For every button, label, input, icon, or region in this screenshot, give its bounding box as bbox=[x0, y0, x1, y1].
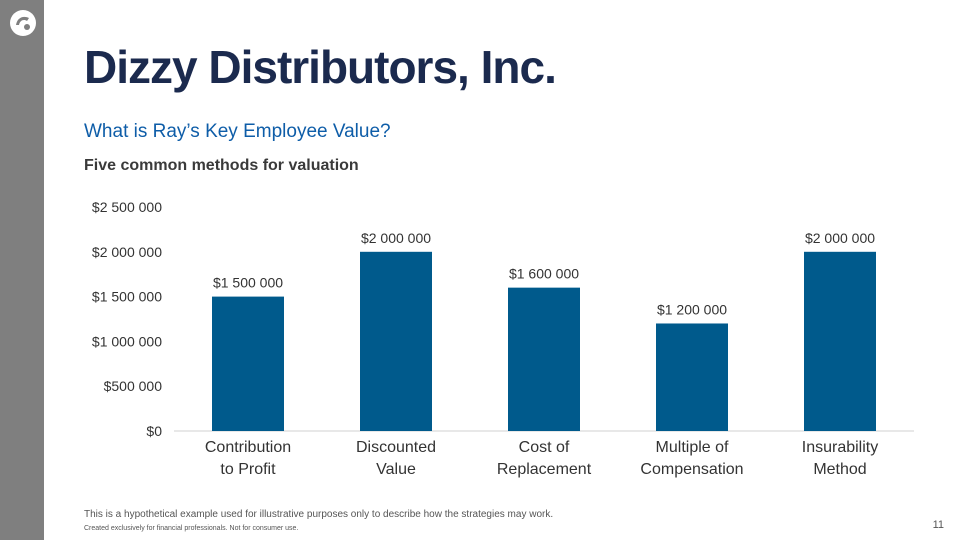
bar bbox=[656, 323, 728, 431]
bar-value-label: $1 600 000 bbox=[509, 266, 579, 282]
bar-value-label: $2 000 000 bbox=[805, 230, 875, 246]
y-tick-label: $2 500 000 bbox=[92, 199, 162, 215]
page-subtitle: What is Ray’s Key Employee Value? bbox=[84, 121, 391, 142]
page-title: Dizzy Distributors, Inc. bbox=[84, 41, 557, 93]
category-label: Cost of bbox=[519, 439, 570, 456]
category-label: to Profit bbox=[220, 461, 276, 478]
y-tick-label: $2 000 000 bbox=[92, 244, 162, 260]
category-label: Contribution bbox=[205, 439, 291, 456]
category-label: Method bbox=[813, 461, 866, 478]
category-label: Insurability bbox=[802, 439, 878, 456]
category-label: Multiple of bbox=[656, 439, 729, 456]
valuation-bar-chart: $0 $500 000 $1 000 000 $1 500 000 $2 000 000… bbox=[92, 199, 914, 478]
bar-value-label: $2 000 000 bbox=[361, 230, 431, 246]
bar bbox=[508, 287, 580, 431]
y-tick-label: $500 000 bbox=[104, 378, 163, 394]
bar bbox=[212, 296, 284, 431]
category-label: Value bbox=[376, 461, 416, 478]
y-tick-label: $0 bbox=[146, 423, 162, 439]
category-label: Compensation bbox=[640, 461, 743, 478]
y-tick-label: $1 500 000 bbox=[92, 289, 162, 305]
bar-value-label: $1 500 000 bbox=[213, 275, 283, 291]
section-heading: Five common methods for valuation bbox=[84, 157, 359, 174]
y-tick-label: $1 000 000 bbox=[92, 333, 162, 349]
category-label: Replacement bbox=[497, 461, 592, 478]
footnote: This is a hypothetical example used for … bbox=[84, 509, 554, 520]
bar-value-label: $1 200 000 bbox=[657, 301, 727, 317]
side-bar bbox=[0, 0, 44, 540]
circle-logo-icon bbox=[10, 10, 36, 36]
bar bbox=[360, 251, 432, 431]
category-label: Discounted bbox=[356, 439, 436, 456]
disclaimer: Created exclusively for financial profes… bbox=[84, 525, 299, 532]
page-number: 11 bbox=[932, 519, 944, 531]
bar bbox=[804, 251, 876, 431]
